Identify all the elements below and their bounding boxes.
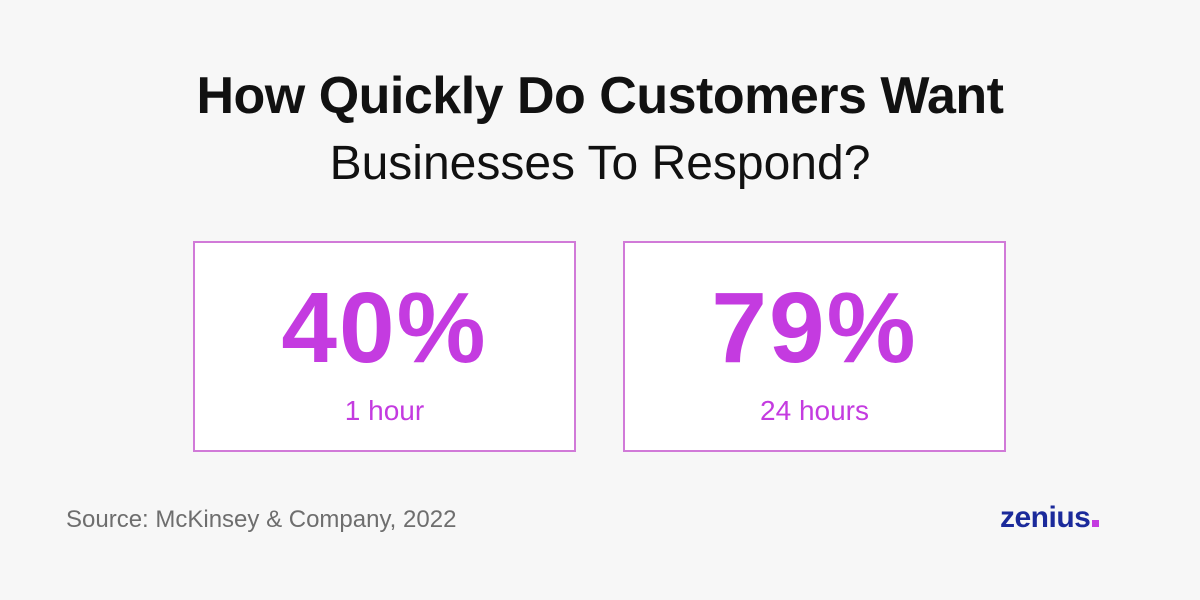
- brand-logo: zenius: [1000, 500, 1100, 536]
- brand-dot-icon: [1092, 520, 1100, 527]
- page-title-line-2: Businesses To Respond?: [329, 137, 871, 190]
- stat-card-1hour: 40% 1 hour: [193, 241, 576, 452]
- stat-card-24hours: 79% 24 hours: [623, 241, 1006, 452]
- brand-name: zenius: [1000, 501, 1091, 534]
- stat-label: 1 hour: [344, 395, 425, 426]
- page-title-line-1: How Quickly Do Customers Want: [196, 67, 1004, 125]
- stat-label: 24 hours: [760, 395, 869, 426]
- stat-value: 40%: [281, 272, 488, 384]
- stat-value: 79%: [711, 272, 918, 384]
- source-citation: Source: McKinsey & Company, 2022: [66, 506, 457, 533]
